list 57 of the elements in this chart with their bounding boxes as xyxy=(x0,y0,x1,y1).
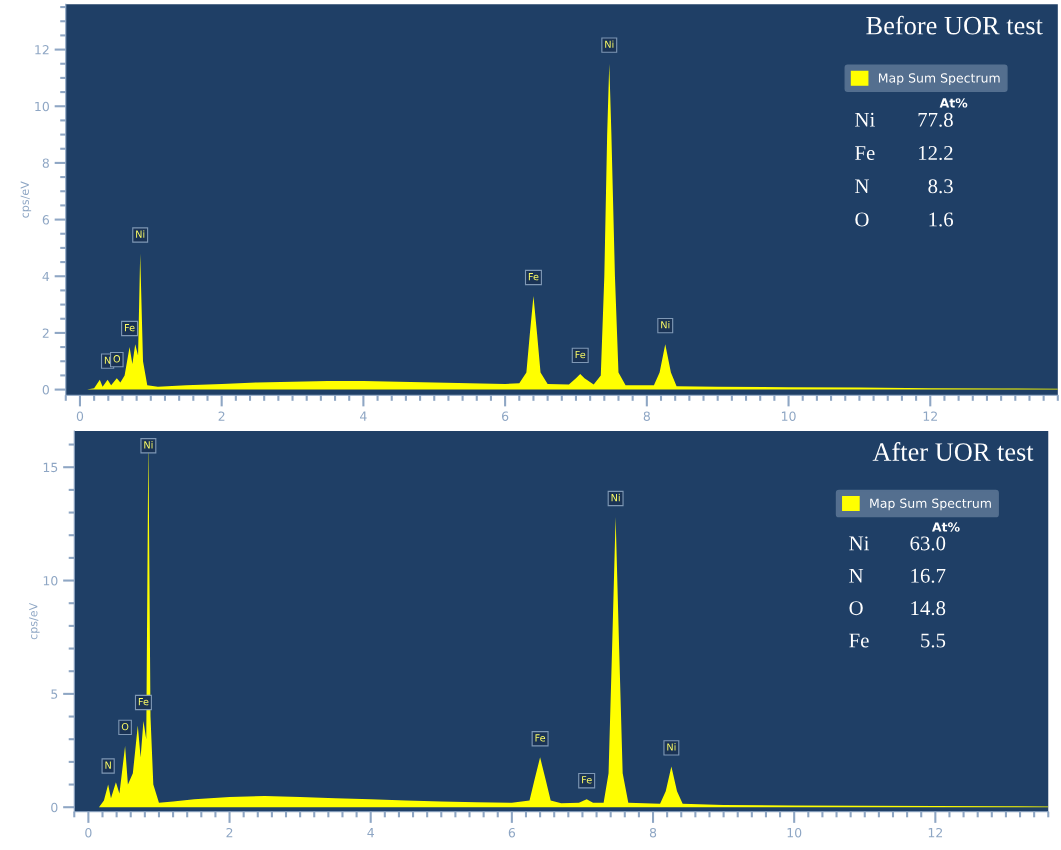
text: N 16.7 xyxy=(849,568,946,583)
annotation: O xyxy=(113,355,121,363)
y-axis-title: cps/eV xyxy=(20,181,32,218)
x-tick-label: 10 xyxy=(787,827,802,838)
text: O 1.6 xyxy=(855,212,954,227)
y-tick-label: 5 xyxy=(51,689,58,699)
text: Ni 77.8 xyxy=(855,112,953,127)
x-tick-label: 6 xyxy=(508,827,516,838)
y-tick-label: 2 xyxy=(42,328,49,338)
x-tick-label: 0 xyxy=(85,827,92,838)
y-tick-label: 8 xyxy=(42,158,49,168)
x-tick-label: 4 xyxy=(367,828,374,838)
text: Fe 12.2 xyxy=(855,146,953,161)
x-tick-label: 2 xyxy=(226,827,233,838)
x-tick-label: 2 xyxy=(218,411,225,421)
y-tick-label: 4 xyxy=(42,271,50,281)
x-tick-label: 8 xyxy=(649,827,657,838)
x-tick-label: 12 xyxy=(923,411,937,421)
x-tick-label: 10 xyxy=(781,411,796,421)
chart-title: Before UOR test xyxy=(866,15,1043,35)
text: Ni 63.0 xyxy=(849,536,946,551)
y-axis-title: cps/eV xyxy=(29,602,40,640)
x-tick-label: 12 xyxy=(928,827,943,838)
annotation: Ni xyxy=(661,320,670,329)
annotation: Ni xyxy=(611,493,620,502)
text: Fe 5.5 xyxy=(849,633,946,648)
annotation: Fe xyxy=(582,776,592,784)
legend-label: Map Sum Spectrum xyxy=(878,73,1000,86)
y-tick-label: 12 xyxy=(35,45,49,55)
annotation: Ni xyxy=(144,441,153,449)
x-tick-label: 0 xyxy=(76,411,84,421)
annotation: Fe xyxy=(535,734,546,742)
chart-title: After UOR test xyxy=(872,442,1034,461)
annotation: Ni xyxy=(605,40,614,48)
annotation: Fe xyxy=(528,273,539,281)
y-tick-label: 6 xyxy=(42,215,50,225)
y-tick-label: 10 xyxy=(43,576,58,586)
annotation: At% xyxy=(931,522,960,532)
y-tick-label: 15 xyxy=(43,462,58,473)
y-tick-label: 10 xyxy=(35,101,49,112)
x-tick-label: 4 xyxy=(360,411,367,421)
text: O 14.8 xyxy=(849,601,946,616)
annotation: Fe xyxy=(124,324,135,332)
legend-label: Map Sum Spectrum xyxy=(870,498,991,511)
annotation: Ni xyxy=(667,743,676,751)
x-tick-label: 8 xyxy=(643,411,650,421)
annotation: Fe xyxy=(138,698,149,706)
text: N 8.3 xyxy=(855,179,953,194)
annotation: N xyxy=(104,356,111,364)
annotation: Fe xyxy=(575,351,586,359)
x-tick-label: 6 xyxy=(502,411,509,421)
annotation: N xyxy=(105,761,111,769)
y-tick-label: 0 xyxy=(51,802,58,813)
y-tick-label: 0 xyxy=(42,385,49,395)
annotation: Ni xyxy=(136,230,145,238)
annotation: O xyxy=(121,722,129,731)
annotation: At% xyxy=(939,98,968,108)
